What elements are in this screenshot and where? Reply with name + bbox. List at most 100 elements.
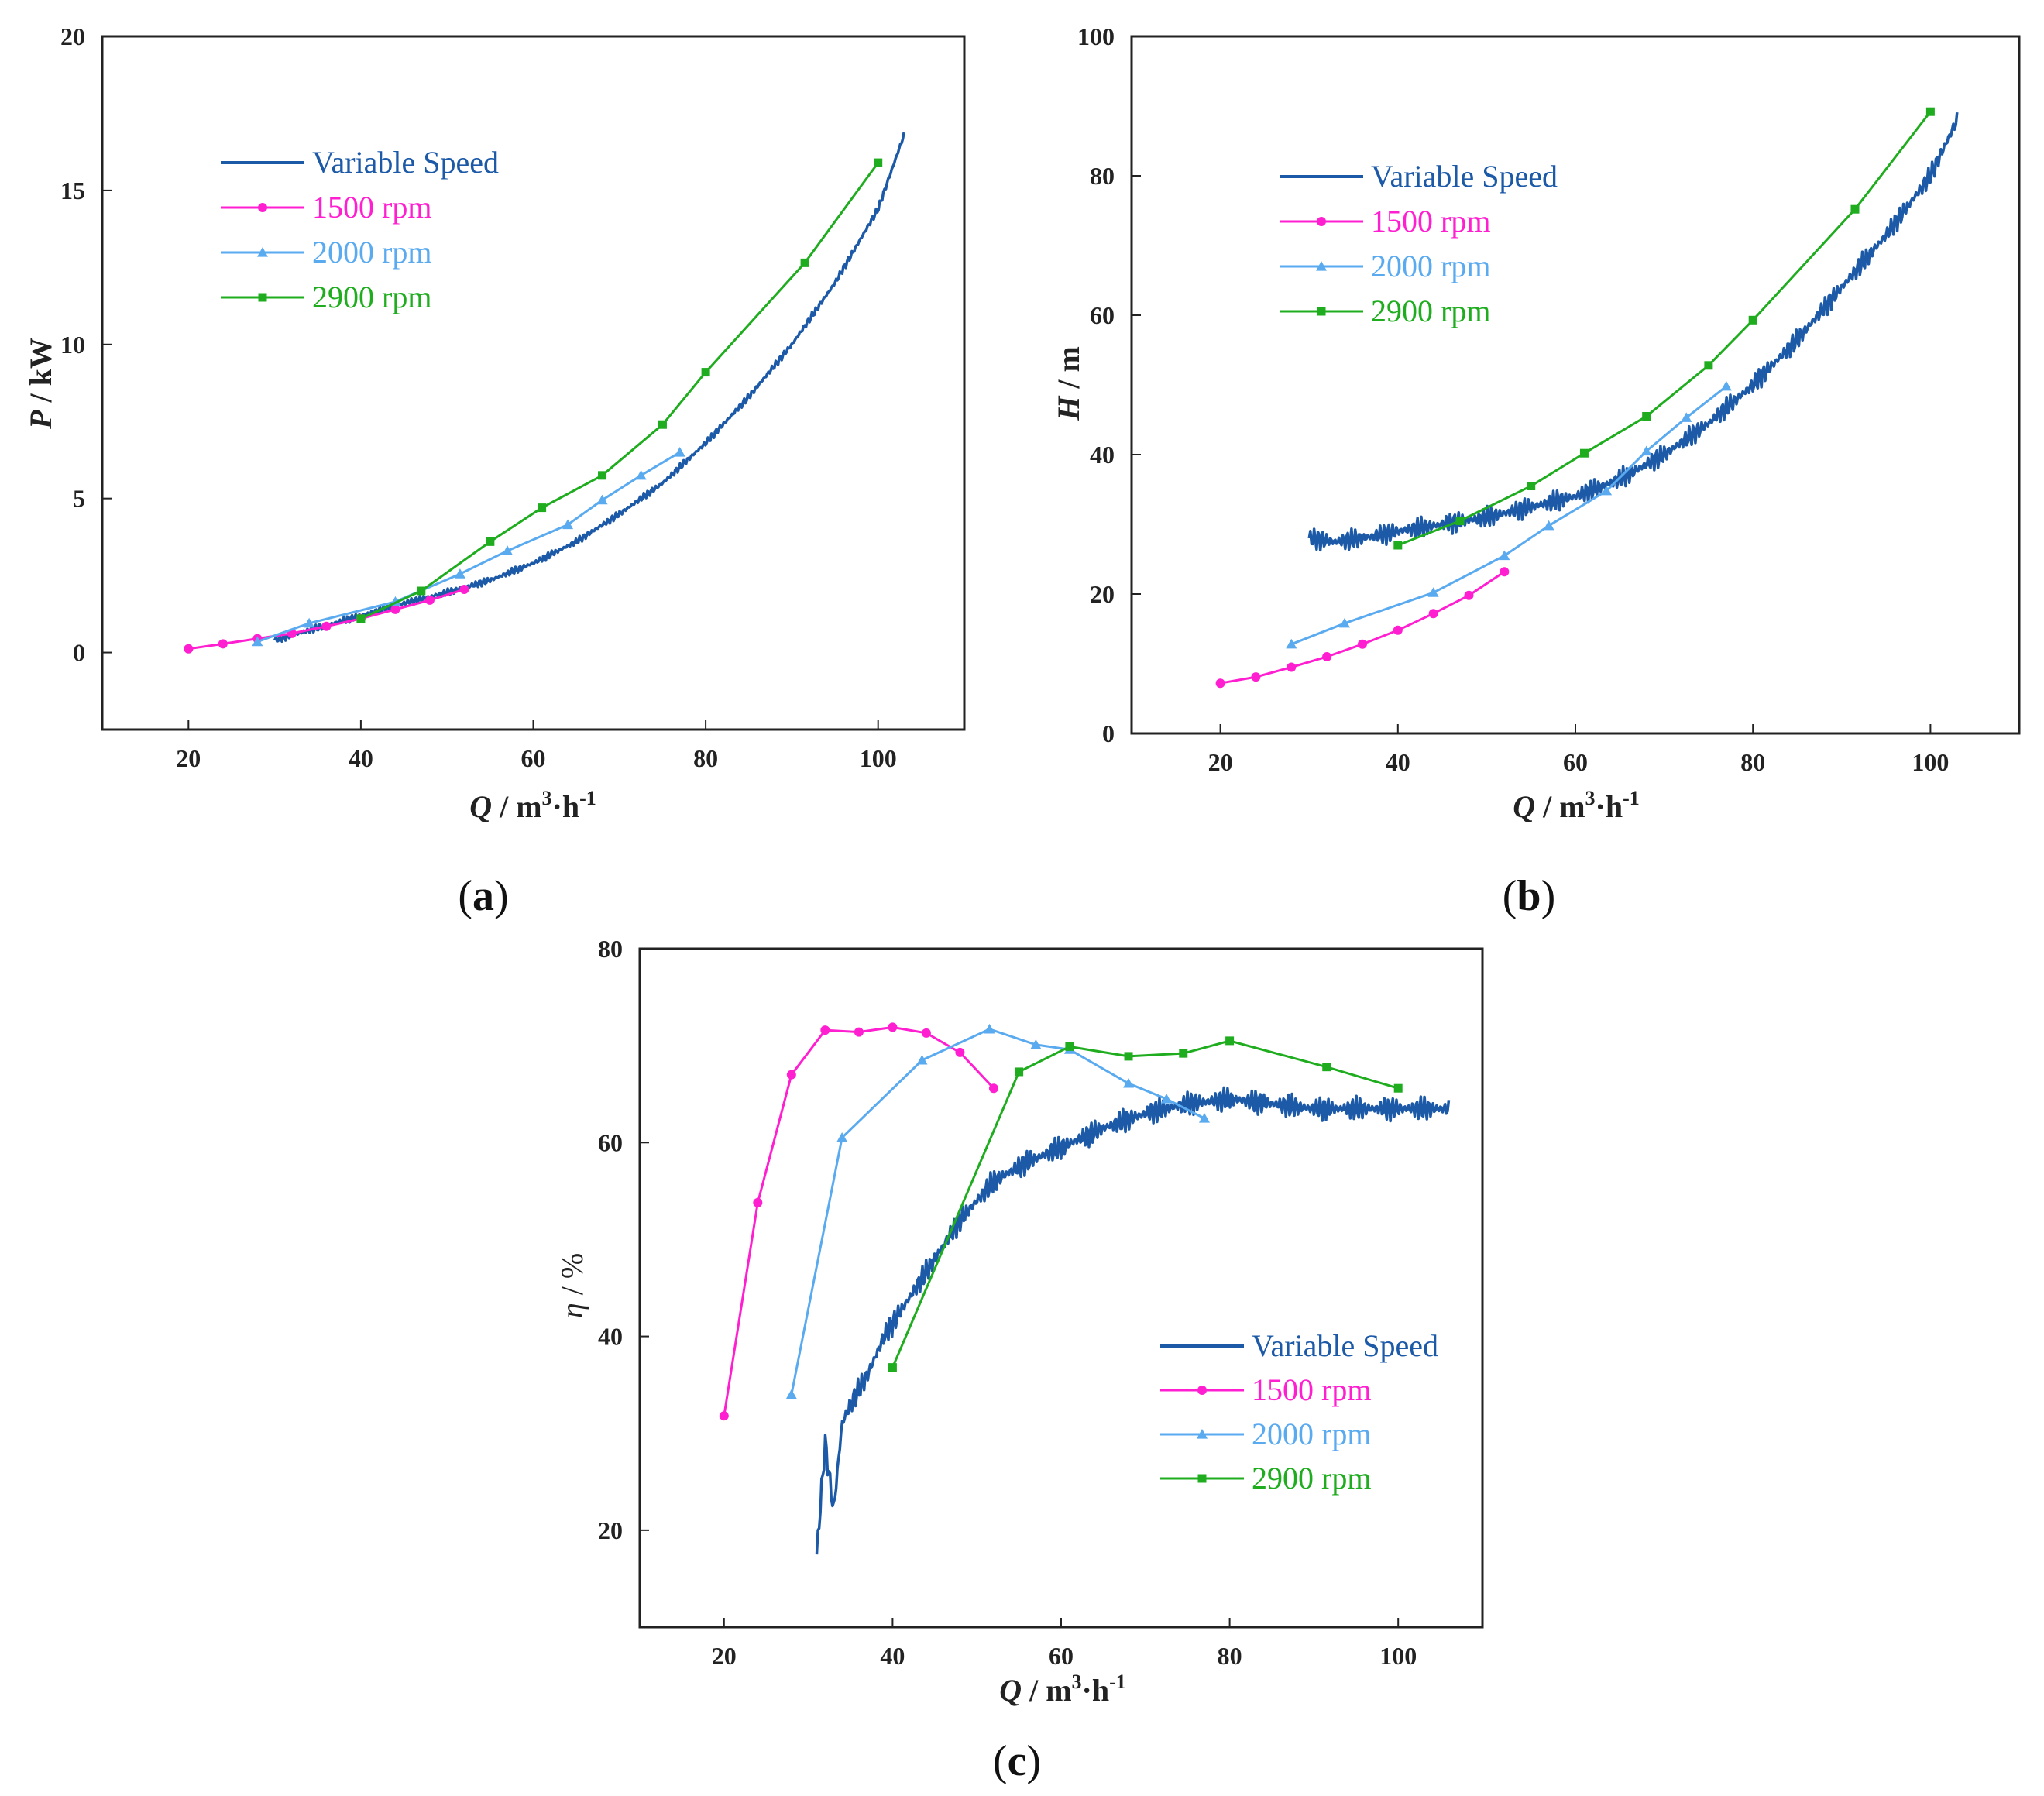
data-point-r2000 xyxy=(1601,485,1613,496)
x-tick-label: 60 xyxy=(521,744,546,772)
data-point-r1500 xyxy=(1322,652,1332,661)
data-point-r2000 xyxy=(785,1389,797,1399)
data-point-r2900 xyxy=(1579,448,1589,458)
data-point-r2000 xyxy=(1286,638,1297,649)
data-point-r1500 xyxy=(459,585,469,595)
data-point-r1500 xyxy=(1464,590,1474,600)
series-line-variable-speed xyxy=(815,1086,1451,1555)
y-axis-label-a: P / kW xyxy=(23,338,58,430)
x-tick-label: 20 xyxy=(176,744,201,772)
data-point-r2900 xyxy=(1455,517,1465,525)
legend-b: Variable Speed 1500 rpm 2000 rpm 2900 rpm xyxy=(1280,159,1558,328)
data-point-r1500 xyxy=(854,1027,864,1037)
x-tick-label: 20 xyxy=(712,1642,737,1670)
data-point-r1500 xyxy=(1428,609,1438,619)
legend-label-r2900: 2900 rpm xyxy=(1371,294,1490,328)
data-point-r1500 xyxy=(955,1047,965,1057)
data-point-r2900 xyxy=(486,537,495,546)
x-axis-label-a: Q / m3·h-1 xyxy=(469,787,596,824)
data-point-r2900 xyxy=(1527,482,1536,490)
data-point-r2000 xyxy=(984,1023,995,1034)
data-point-r2900 xyxy=(1925,107,1935,116)
legend-marker-r2000 xyxy=(257,247,268,257)
data-point-r2000 xyxy=(916,1054,928,1065)
y-tick-label: 0 xyxy=(73,639,85,667)
data-point-r1500 xyxy=(1287,662,1297,672)
axis-ticks-a: 20 40 60 80 100 0 5 10 15 20 xyxy=(60,22,897,772)
legend-marker-r1500 xyxy=(1197,1386,1207,1395)
panel-label-a: (a) xyxy=(458,872,508,920)
legend-label-variable: Variable Speed xyxy=(1252,1328,1438,1363)
data-point-r2900 xyxy=(1393,1083,1403,1093)
y-tick-label: 20 xyxy=(60,22,85,50)
data-point-r2000 xyxy=(836,1132,848,1142)
series-line-r1500 xyxy=(1220,570,1506,685)
y-tick-label: 15 xyxy=(60,177,85,204)
data-point-r2900 xyxy=(800,258,809,267)
plot-frame-a xyxy=(101,35,966,731)
data-point-r2900 xyxy=(1704,361,1713,370)
data-point-r2000 xyxy=(1030,1039,1042,1049)
y-tick-label: 20 xyxy=(598,1516,623,1544)
data-point-r2000 xyxy=(674,447,685,457)
data-point-r1500 xyxy=(1215,678,1225,689)
data-point-r2900 xyxy=(658,420,667,429)
data-point-r1500 xyxy=(753,1197,763,1207)
x-tick-label: 40 xyxy=(1386,748,1410,776)
y-tick-label: 80 xyxy=(598,935,623,963)
data-point-r1500 xyxy=(888,1022,898,1032)
axis-ticks-b: 20 40 60 80 100 0 20 40 60 80 100 xyxy=(1077,22,1949,776)
series-group-b xyxy=(1215,107,1959,689)
data-point-r2000 xyxy=(454,568,465,579)
series-group-a xyxy=(184,132,905,654)
y-tick-label: 60 xyxy=(1090,301,1115,329)
data-point-r2900 xyxy=(888,1363,897,1372)
chart-panel-a: 20 40 60 80 100 0 5 10 15 20 Variable Speed 1500 r… xyxy=(23,22,966,920)
x-tick-label: 100 xyxy=(860,744,897,772)
data-point-r1500 xyxy=(921,1028,931,1038)
x-tick-label: 80 xyxy=(693,744,718,772)
data-point-r2900 xyxy=(701,368,710,377)
data-point-r2000 xyxy=(1640,445,1652,456)
panel-label-b: (b) xyxy=(1503,872,1555,920)
legend-marker-r1500 xyxy=(1317,217,1326,226)
legend-label-r2000: 2000 rpm xyxy=(1252,1417,1371,1451)
chart-panel-c: 20 40 60 80 100 20 40 60 80 Variable Speed 1500 r… xyxy=(555,935,1484,1785)
x-tick-label: 20 xyxy=(1208,748,1233,776)
data-point-r2000 xyxy=(635,469,647,480)
chart-panel-b: 20 40 60 80 100 0 20 40 60 80 100 Variable Speed 15… xyxy=(1051,22,2021,920)
x-tick-label: 40 xyxy=(349,744,373,772)
legend-marker-r2900 xyxy=(1317,307,1326,316)
panel-label-c: (c) xyxy=(993,1737,1041,1785)
data-point-r1500 xyxy=(321,621,332,631)
y-tick-label: 60 xyxy=(598,1128,623,1156)
data-point-r2900 xyxy=(1642,412,1651,421)
data-point-r1500 xyxy=(1357,639,1367,649)
y-tick-label: 100 xyxy=(1077,22,1115,50)
data-point-r1500 xyxy=(1500,567,1510,577)
data-point-r2000 xyxy=(1427,587,1439,597)
data-point-r2000 xyxy=(1681,412,1692,422)
series-line-r2000 xyxy=(790,1028,1205,1395)
series-line-r2900 xyxy=(360,162,879,620)
data-point-r2900 xyxy=(1850,204,1860,214)
data-point-r2900 xyxy=(417,586,426,596)
legend-a: Variable Speed 1500 rpm 2000 rpm 2900 rpm xyxy=(221,145,499,314)
data-point-r2900 xyxy=(1225,1036,1235,1046)
plot-frame-b xyxy=(1130,35,2021,735)
data-point-r2000 xyxy=(252,636,263,647)
legend-marker-r2000 xyxy=(1197,1429,1208,1439)
data-point-r2000 xyxy=(1499,550,1510,561)
legend-label-r1500: 1500 rpm xyxy=(312,190,431,225)
data-point-r1500 xyxy=(988,1083,998,1094)
data-point-r2900 xyxy=(1124,1052,1133,1061)
series-line-r2000 xyxy=(256,451,681,644)
data-point-r1500 xyxy=(786,1070,796,1080)
legend-label-r2000: 2000 rpm xyxy=(1371,249,1490,283)
y-tick-label: 0 xyxy=(1102,719,1115,747)
series-line-r2900 xyxy=(891,1039,1399,1368)
data-point-r2000 xyxy=(1198,1113,1210,1123)
y-axis-label-b: H / m xyxy=(1051,346,1086,421)
y-tick-label: 5 xyxy=(73,485,85,513)
